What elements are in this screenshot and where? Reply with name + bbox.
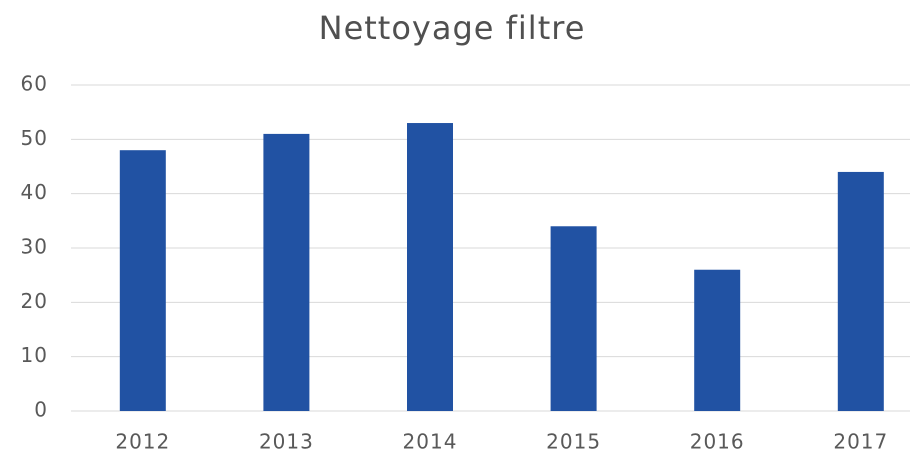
x-tick-label: 2017 — [833, 430, 888, 454]
x-tick-label: 2014 — [403, 430, 458, 454]
y-tick-label: 50 — [21, 126, 48, 150]
x-tick-label: 2016 — [690, 430, 745, 454]
bar — [263, 133, 310, 411]
bar — [550, 226, 597, 411]
y-tick-label: 10 — [21, 343, 48, 367]
y-tick-label: 60 — [21, 72, 48, 96]
y-tick-label: 0 — [34, 398, 48, 422]
bar — [407, 123, 453, 412]
y-tick-label: 20 — [21, 289, 48, 313]
x-tick-label: 2015 — [546, 430, 601, 454]
bar — [694, 269, 741, 411]
y-tick-label: 40 — [21, 180, 48, 204]
x-tick-label: 2013 — [259, 430, 314, 454]
bar — [837, 171, 884, 411]
y-tick-label: 30 — [21, 235, 48, 259]
chart-title: Nettoyage filtre — [319, 9, 586, 47]
bar — [119, 150, 166, 411]
x-tick-label: 2012 — [115, 430, 170, 454]
